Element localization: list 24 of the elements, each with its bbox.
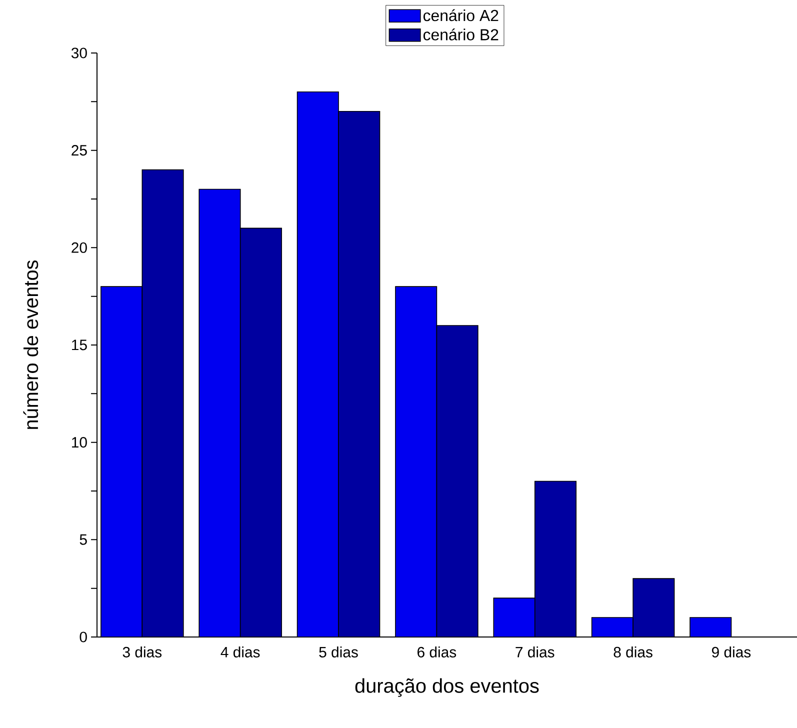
y-tick-label: 15 [72, 340, 87, 350]
bar [436, 325, 478, 637]
x-tick-label: 7 dias [516, 646, 554, 658]
y-tick-label: 30 [71, 48, 87, 58]
legend-label: cenário A2 [423, 9, 498, 22]
x-tick-label: 8 dias [614, 646, 652, 658]
bar [632, 578, 675, 637]
x-tick-label: 3 dias [122, 646, 162, 658]
y-axis-title: número de eventos [23, 260, 38, 429]
y-tick-label: 25 [72, 145, 87, 156]
bar [240, 228, 282, 637]
legend-label: cenário B2 [423, 28, 498, 40]
y-tick-label: 5 [80, 534, 87, 545]
x-tick-label: 6 dias [418, 646, 456, 658]
bar [534, 480, 577, 637]
y-tick-label: 10 [72, 437, 87, 448]
bar [142, 169, 184, 637]
x-axis-title: duração dos eventos [355, 678, 539, 697]
x-tick-label: 4 dias [220, 646, 260, 658]
x-tick-label: 5 dias [319, 646, 358, 658]
y-tick-label: 0 [80, 632, 87, 642]
x-tick-label: 9 dias [712, 646, 751, 658]
bar [338, 110, 380, 637]
y-tick-label: 20 [72, 242, 87, 253]
